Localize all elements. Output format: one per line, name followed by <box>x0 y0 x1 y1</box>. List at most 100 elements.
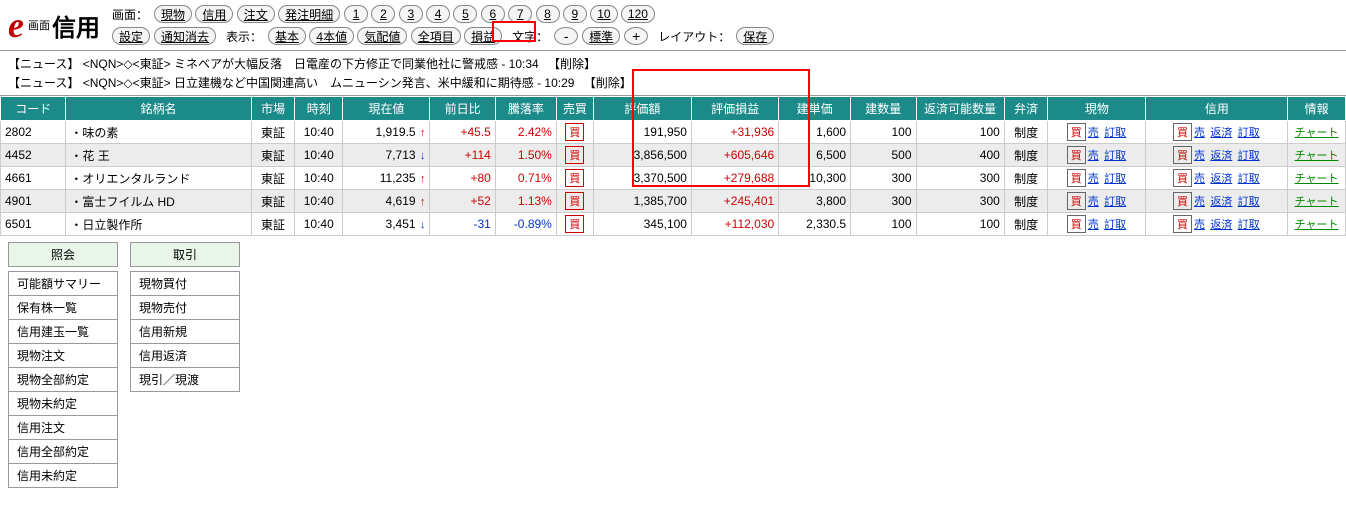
num-btn-9[interactable]: 9 <box>563 5 587 23</box>
teisei-link[interactable]: 訂取 <box>1238 196 1260 208</box>
menu-item[interactable]: 保有株一覧 <box>8 296 118 320</box>
hensai-link[interactable]: 返済 <box>1210 219 1232 231</box>
menu-item[interactable]: 現物全部約定 <box>8 368 118 392</box>
news-delete[interactable]: 【削除】 <box>584 76 632 90</box>
sell-link[interactable]: 売 <box>1194 127 1205 139</box>
cell-bs: 買 <box>556 144 593 167</box>
display-btn-2[interactable]: 気配値 <box>357 27 407 45</box>
cell-info: チャート <box>1288 167 1346 190</box>
table-row: 4452・花 王東証10:407,713 ↓+1141.50%買3,856,50… <box>1 144 1346 167</box>
sell-link[interactable]: 売 <box>1088 196 1099 208</box>
layout-save-button[interactable]: 保存 <box>736 27 774 45</box>
buy-box[interactable]: 買 <box>1067 146 1086 164</box>
teisei-link[interactable]: 訂取 <box>1238 173 1260 185</box>
teisei-link[interactable]: 訂取 <box>1238 127 1260 139</box>
menu-item[interactable]: 現引／現渡 <box>130 368 240 392</box>
cell-code: 4452 <box>1 144 66 167</box>
screen-btn-0[interactable]: 現物 <box>154 5 192 23</box>
num-btn-1[interactable]: 1 <box>344 5 368 23</box>
cell-qty: 300 <box>851 190 916 213</box>
sell-link[interactable]: 売 <box>1194 150 1205 162</box>
settings-button[interactable]: 設定 <box>112 27 150 45</box>
display-btn-1[interactable]: 4本値 <box>309 27 354 45</box>
num-btn-6[interactable]: 6 <box>481 5 505 23</box>
num-btn-7[interactable]: 7 <box>508 5 532 23</box>
sell-link[interactable]: 売 <box>1088 127 1099 139</box>
cell-retqty: 300 <box>916 167 1004 190</box>
menu-item[interactable]: 現物買付 <box>130 271 240 296</box>
num-btn-2[interactable]: 2 <box>371 5 395 23</box>
clear-notify-button[interactable]: 通知消去 <box>154 27 216 45</box>
num-btn-5[interactable]: 5 <box>453 5 477 23</box>
cell-genbutsu: 買売 訂取 <box>1048 167 1146 190</box>
menu-item[interactable]: 信用注文 <box>8 416 118 440</box>
chart-link[interactable]: チャート <box>1295 127 1339 139</box>
menu-item[interactable]: 信用未約定 <box>8 464 118 488</box>
chart-link[interactable]: チャート <box>1295 150 1339 162</box>
buy-box[interactable]: 買 <box>1067 169 1086 187</box>
chart-link[interactable]: チャート <box>1295 219 1339 231</box>
cell-shinyo: 買売 返済 訂取 <box>1146 144 1288 167</box>
cell-retqty: 100 <box>916 213 1004 236</box>
buy-box[interactable]: 買 <box>1067 215 1086 233</box>
chart-link[interactable]: チャート <box>1295 196 1339 208</box>
menu-item[interactable]: 信用返済 <box>130 344 240 368</box>
teisei-link[interactable]: 訂取 <box>1104 150 1126 162</box>
menu-item[interactable]: 現物売付 <box>130 296 240 320</box>
text-plus-button[interactable]: + <box>624 27 648 45</box>
sell-link[interactable]: 売 <box>1194 196 1205 208</box>
menu-item[interactable]: 可能額サマリー <box>8 271 118 296</box>
buy-box[interactable]: 買 <box>1173 215 1192 233</box>
sell-link[interactable]: 売 <box>1194 219 1205 231</box>
sell-link[interactable]: 売 <box>1088 173 1099 185</box>
display-btn-4[interactable]: 損益 <box>464 27 502 45</box>
screen-btn-3[interactable]: 発注明細 <box>278 5 340 23</box>
teisei-link[interactable]: 訂取 <box>1238 219 1260 231</box>
cell-info: チャート <box>1288 190 1346 213</box>
screen-btn-1[interactable]: 信用 <box>195 5 233 23</box>
buy-box[interactable]: 買 <box>1173 169 1192 187</box>
cell-bensai: 制度 <box>1004 121 1048 144</box>
teisei-link[interactable]: 訂取 <box>1104 127 1126 139</box>
cell-code: 6501 <box>1 213 66 236</box>
hensai-link[interactable]: 返済 <box>1210 127 1232 139</box>
cell-pct: -0.89% <box>495 213 556 236</box>
buy-box[interactable]: 買 <box>1173 123 1192 141</box>
menu-item[interactable]: 現物未約定 <box>8 392 118 416</box>
buy-box[interactable]: 買 <box>1067 192 1086 210</box>
num-btn-3[interactable]: 3 <box>399 5 423 23</box>
hensai-link[interactable]: 返済 <box>1210 196 1232 208</box>
screen-btn-2[interactable]: 注文 <box>237 5 275 23</box>
teisei-link[interactable]: 訂取 <box>1104 196 1126 208</box>
cell-code: 2802 <box>1 121 66 144</box>
teisei-link[interactable]: 訂取 <box>1104 219 1126 231</box>
hensai-link[interactable]: 返済 <box>1210 150 1232 162</box>
buy-box[interactable]: 買 <box>1173 192 1192 210</box>
cell-qty: 300 <box>851 167 916 190</box>
cell-change: +114 <box>430 144 495 167</box>
num-btn-4[interactable]: 4 <box>426 5 450 23</box>
cell-bs: 買 <box>556 121 593 144</box>
text-minus-button[interactable]: - <box>554 27 578 45</box>
teisei-link[interactable]: 訂取 <box>1238 150 1260 162</box>
display-btn-0[interactable]: 基本 <box>268 27 306 45</box>
table-row: 6501・日立製作所東証10:403,451 ↓-31-0.89%買345,10… <box>1 213 1346 236</box>
menu-item[interactable]: 信用建玉一覧 <box>8 320 118 344</box>
num-btn-120[interactable]: 120 <box>621 5 655 23</box>
buy-box[interactable]: 買 <box>1173 146 1192 164</box>
chart-link[interactable]: チャート <box>1295 173 1339 185</box>
sell-link[interactable]: 売 <box>1088 150 1099 162</box>
display-btn-3[interactable]: 全項目 <box>411 27 461 45</box>
buy-box[interactable]: 買 <box>1067 123 1086 141</box>
menu-item[interactable]: 現物注文 <box>8 344 118 368</box>
num-btn-8[interactable]: 8 <box>536 5 560 23</box>
num-btn-10[interactable]: 10 <box>590 5 617 23</box>
hensai-link[interactable]: 返済 <box>1210 173 1232 185</box>
sell-link[interactable]: 売 <box>1088 219 1099 231</box>
teisei-link[interactable]: 訂取 <box>1104 173 1126 185</box>
sell-link[interactable]: 売 <box>1194 173 1205 185</box>
text-std-button[interactable]: 標準 <box>582 27 620 45</box>
menu-item[interactable]: 信用新規 <box>130 320 240 344</box>
news-delete[interactable]: 【削除】 <box>548 57 596 71</box>
menu-item[interactable]: 信用全部約定 <box>8 440 118 464</box>
